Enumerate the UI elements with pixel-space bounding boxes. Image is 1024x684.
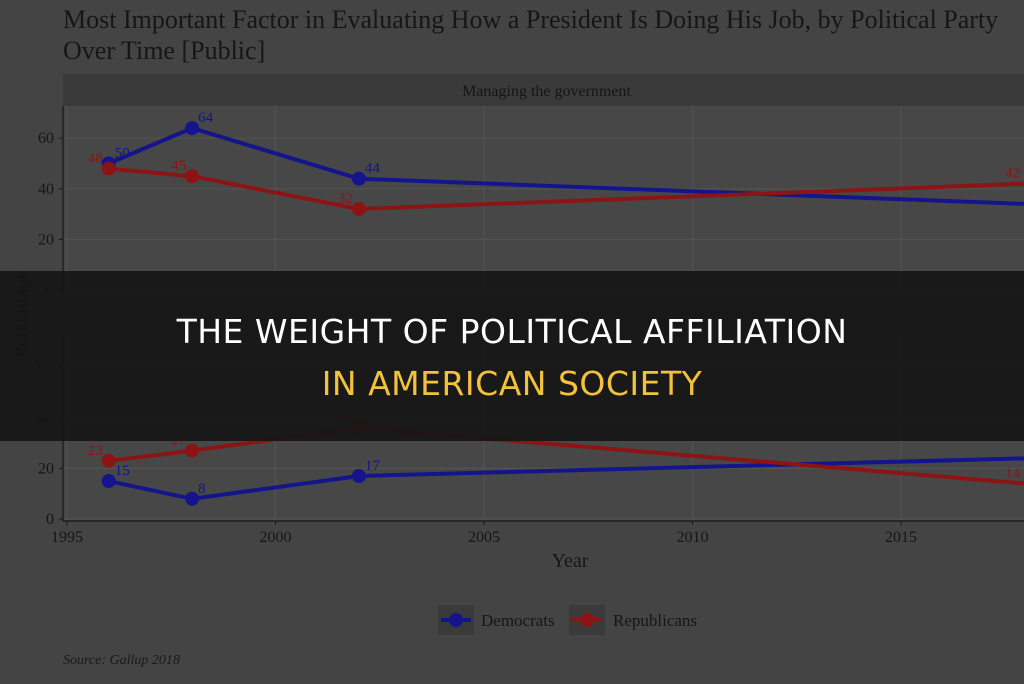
data-label: 48 <box>88 151 103 167</box>
data-point <box>351 202 366 217</box>
legend-key-point <box>580 613 594 627</box>
data-label: 45 <box>171 158 186 174</box>
data-point <box>101 161 116 176</box>
chart-title-line-1: Most Important Factor in Evaluating How … <box>63 5 999 34</box>
y-tick-label: 0 <box>46 511 54 528</box>
headline-line-2: IN AMERICAN SOCIETY <box>321 364 703 403</box>
y-tick-label: 40 <box>38 181 54 198</box>
data-point <box>185 443 200 458</box>
legend-label: Republicans <box>613 611 697 630</box>
y-tick-label: 60 <box>38 130 54 147</box>
data-label: 15 <box>115 463 130 479</box>
y-tick-label: 20 <box>38 460 54 477</box>
x-tick-label: 2000 <box>260 529 292 546</box>
data-point <box>185 491 200 506</box>
data-point <box>101 453 116 468</box>
data-point <box>101 474 116 489</box>
series-line <box>107 126 1024 206</box>
x-tick-label: 2005 <box>468 529 500 546</box>
chart-title-line-2: Over Time [Public] <box>63 36 266 65</box>
y-tick-label: 20 <box>38 231 54 248</box>
data-label: 42 <box>1005 166 1020 182</box>
data-label: 50 <box>115 146 130 162</box>
x-axis-title: Year <box>552 550 589 572</box>
data-point <box>185 169 200 184</box>
x-tick-label: 2010 <box>677 529 709 546</box>
data-label: 14 <box>1005 466 1021 482</box>
data-point <box>351 468 366 483</box>
source-note: Source: Gallup 2018 <box>63 653 180 668</box>
x-tick-label: 2015 <box>885 529 917 546</box>
data-point <box>351 171 366 186</box>
series-line <box>108 456 1024 501</box>
data-label: 17 <box>365 458 381 474</box>
headline-banner <box>0 271 1024 441</box>
x-tick-label: 1995 <box>51 529 83 546</box>
data-label: 64 <box>198 110 214 126</box>
data-label: 8 <box>198 481 206 497</box>
headline-line-1: THE WEIGHT OF POLITICAL AFFILIATION <box>176 312 848 351</box>
data-label: 23 <box>88 443 103 459</box>
chart-title: Most Important Factor in Evaluating How … <box>63 4 1024 66</box>
legend-label: Democrats <box>481 611 555 630</box>
data-point <box>185 121 200 136</box>
data-label: 44 <box>365 161 381 177</box>
legend-key-point <box>449 613 463 627</box>
data-label: 32 <box>338 191 353 207</box>
panel-strip <box>63 74 1024 106</box>
panel-title: Managing the government <box>462 83 631 100</box>
series-line <box>108 166 1024 211</box>
